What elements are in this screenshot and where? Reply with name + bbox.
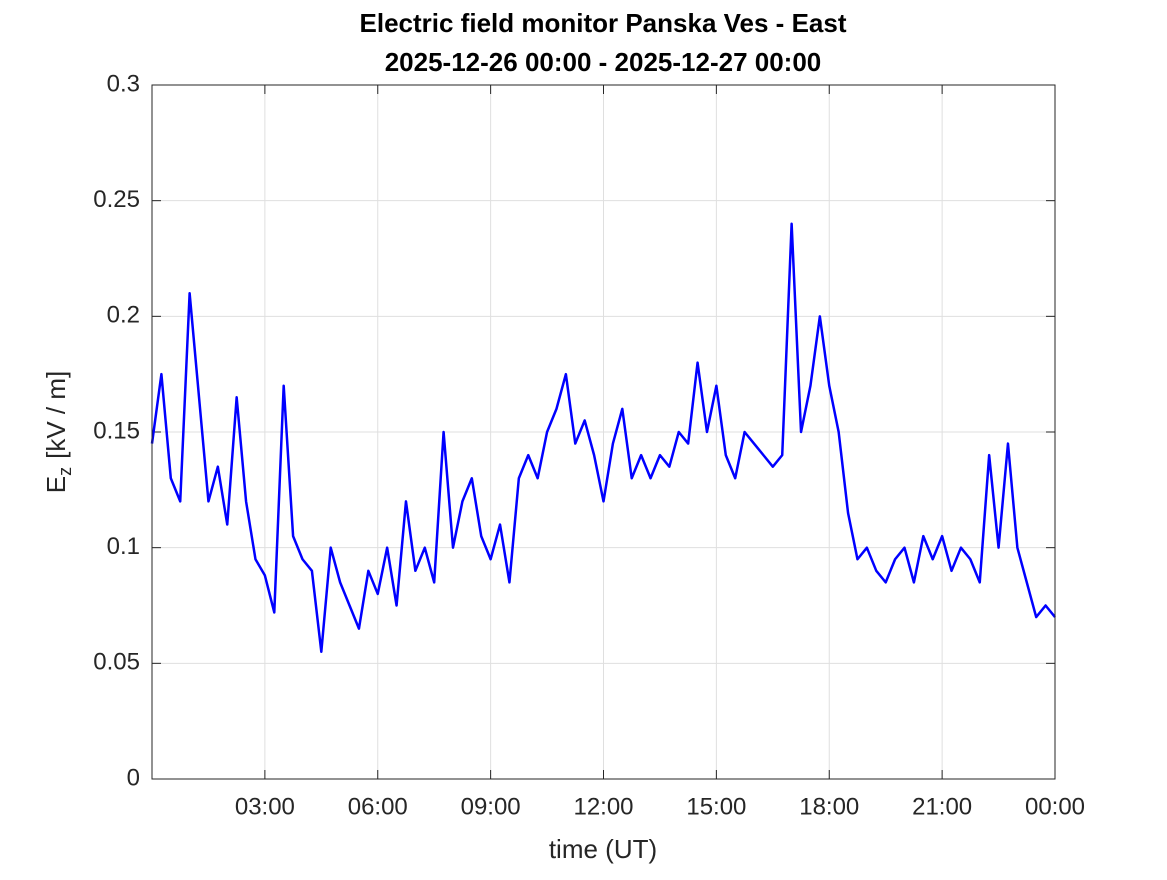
y-axis-label: Ez [kV / m] xyxy=(41,371,75,493)
y-tick-label: 0.25 xyxy=(93,186,140,213)
x-axis-label: time (UT) xyxy=(549,834,657,864)
data-line xyxy=(150,222,1056,654)
y-tick-label: 0.1 xyxy=(107,533,140,560)
axes-box xyxy=(151,84,1056,780)
y-tick-label: 0.2 xyxy=(107,302,140,329)
y-axis-unit: [kV / m] xyxy=(41,371,71,459)
chart-title: Electric field monitor Panska Ves - East xyxy=(360,8,847,38)
y-axis-symbol: E xyxy=(41,476,71,493)
y-tick-label: 0.05 xyxy=(93,649,140,676)
x-tick-label: 06:00 xyxy=(348,793,408,820)
x-tick-label: 03:00 xyxy=(235,793,295,820)
y-tick-label: 0.15 xyxy=(93,417,140,444)
y-axis-subscript: z xyxy=(55,467,75,476)
x-tick-label: 12:00 xyxy=(573,793,633,820)
y-tick-label: 0 xyxy=(127,764,140,791)
x-tick-label: 15:00 xyxy=(686,793,746,820)
x-tick-label: 00:00 xyxy=(1025,793,1085,820)
x-tick-label: 21:00 xyxy=(912,793,972,820)
x-tick-label: 18:00 xyxy=(799,793,859,820)
y-tick-label: 0.3 xyxy=(107,70,140,97)
chart-subtitle: 2025-12-26 00:00 - 2025-12-27 00:00 xyxy=(385,47,822,77)
x-tick-label: 09:00 xyxy=(461,793,521,820)
